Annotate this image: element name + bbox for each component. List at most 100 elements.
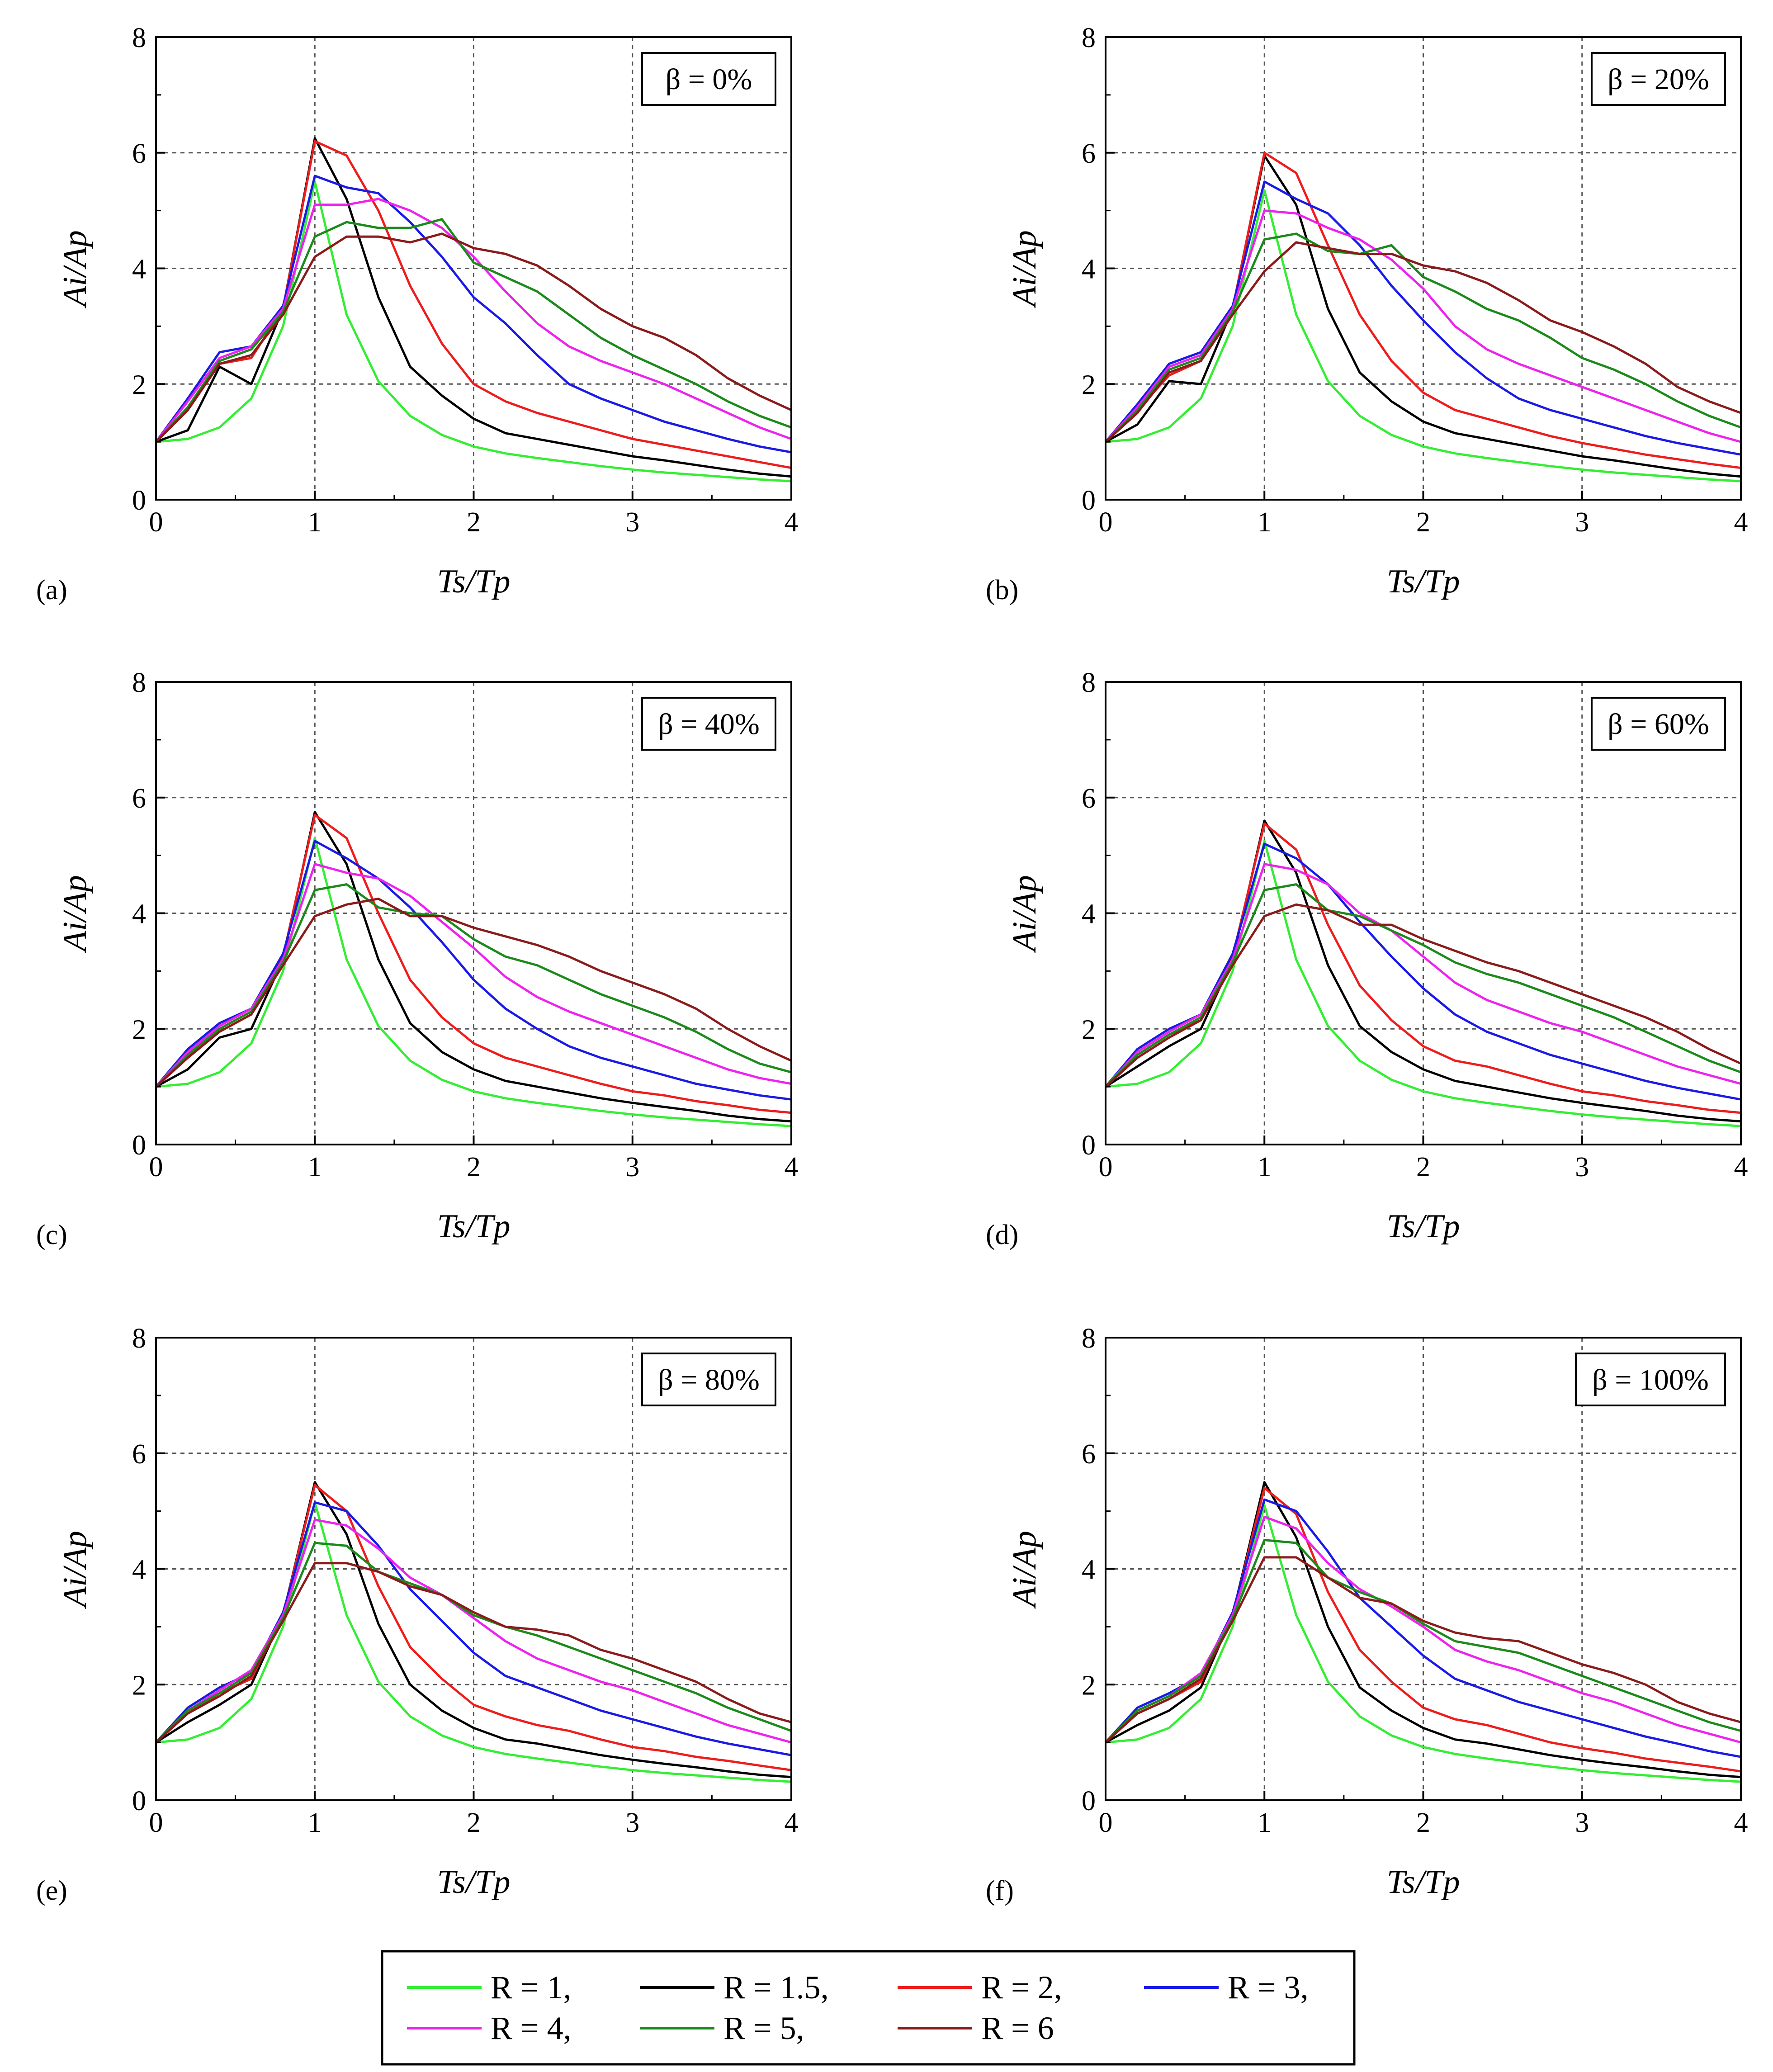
x-tick-label: 2 [1416,507,1430,538]
y-tick-label: 0 [1082,1130,1096,1161]
x-tick-label: 2 [467,1152,481,1183]
y-tick-label: 8 [1082,23,1096,53]
series-line [1105,842,1741,1101]
series-line [155,811,792,1123]
series-line [1105,1498,1741,1758]
y-tick-label: 2 [1082,369,1096,400]
legend-label: R = 1.5, [723,1969,829,2006]
x-axis-label: Ts/Tp [437,1208,511,1245]
x-tick-label: 2 [467,1807,481,1838]
x-tick-label: 1 [308,1807,322,1838]
legend: R = 1, R = 1.5, R = 2, R = 3, R = 4, R = 5, R … [381,1950,1356,2066]
y-tick-label: 6 [1082,138,1096,169]
chart-panel: 0 1 2 3 4 0 2 4 6 8 Ts/Tp Ai/Ap (c) β = 40% [36,667,799,1250]
chart-panel: 0 1 2 3 4 0 2 4 6 8 Ts/Tp Ai/Ap (e) β = 80% [36,1323,799,1906]
series-line [1105,241,1741,443]
y-tick-label: 0 [1082,1786,1096,1817]
series-line [1105,1504,1741,1783]
x-tick-label: 4 [785,1152,799,1183]
y-tick-label: 6 [1082,783,1096,814]
x-tick-label: 2 [467,507,481,538]
beta-box [1591,52,1726,106]
series-line [1105,903,1742,1088]
y-tick-label: 8 [132,23,146,53]
x-tick-label: 2 [1416,1807,1430,1838]
series-line [156,1501,792,1783]
panel-label: (d) [986,1220,1018,1250]
panel-label: (e) [36,1875,67,1906]
y-tick-label: 0 [1082,485,1096,516]
series-line [155,898,792,1088]
y-tick-label: 8 [132,1323,146,1354]
y-tick-label: 6 [132,783,146,814]
series-line [1105,883,1741,1088]
y-tick-label: 0 [132,485,146,516]
x-axis-label: Ts/Tp [437,1864,511,1901]
x-tick-label: 4 [785,507,799,538]
y-tick-label: 8 [132,667,146,698]
y-tick-label: 4 [132,1555,146,1585]
y-tick-label: 6 [132,1439,146,1470]
series-line [155,863,792,1088]
series-line [1105,189,1741,483]
x-tick-label: 0 [149,1152,163,1183]
x-tick-label: 3 [625,1152,639,1183]
legend-label: R = 3, [1228,1969,1309,2006]
x-tick-label: 3 [625,1807,639,1838]
beta-label: β = 60% [1608,708,1709,741]
legend-label: R = 4, [491,2010,572,2046]
y-axis-label: Ai/Ap [1006,875,1043,954]
beta-box [641,697,776,751]
series-line [155,1542,792,1743]
series-line [156,180,792,483]
y-axis-label: Ai/Ap [57,1531,94,1609]
x-tick-label: 1 [1258,1807,1272,1838]
y-tick-label: 4 [1082,899,1096,930]
y-tick-label: 6 [132,138,146,169]
x-tick-label: 0 [1099,507,1113,538]
chart-panel: 0 1 2 3 4 0 2 4 6 8 Ts/Tp Ai/Ap (a) β = 0% [36,23,799,606]
y-tick-label: 8 [1082,667,1096,698]
y-tick-label: 4 [132,899,146,930]
legend-label: R = 1, [491,1969,572,2006]
x-tick-label: 0 [1099,1807,1113,1838]
y-tick-label: 0 [132,1786,146,1817]
x-tick-label: 0 [149,507,163,538]
series-line [1105,1556,1741,1743]
series-line [1105,1481,1741,1779]
series-line [1105,819,1741,1123]
beta-box [1575,1353,1726,1406]
beta-label: β = 100% [1592,1363,1709,1396]
x-tick-label: 1 [1258,1152,1272,1183]
series-line [1105,232,1741,443]
x-axis-label: Ts/Tp [1387,1864,1460,1901]
series-line [155,232,792,443]
beta-label: β = 0% [666,63,752,96]
panel-label: (a) [36,575,67,606]
series-line [155,1562,792,1743]
x-tick-label: 0 [149,1807,163,1838]
x-axis-label: Ts/Tp [1387,1208,1460,1245]
x-axis-label: Ts/Tp [437,563,511,600]
y-tick-label: 2 [132,1670,146,1701]
y-tick-label: 0 [132,1130,146,1161]
beta-box [641,1353,776,1406]
beta-label: β = 20% [1608,63,1709,96]
legend-label: R = 2, [981,1969,1062,2006]
series-line [155,883,792,1088]
y-tick-label: 4 [132,254,146,285]
y-axis-label: Ai/Ap [1006,230,1043,309]
y-tick-label: 8 [1082,1323,1096,1354]
x-tick-label: 3 [625,507,639,538]
x-tick-label: 4 [1734,1152,1748,1183]
panel-label: (c) [36,1220,67,1250]
x-tick-label: 4 [785,1807,799,1838]
y-tick-label: 4 [1082,254,1096,285]
series-line [1105,863,1741,1088]
y-tick-label: 6 [1082,1439,1096,1470]
y-tick-label: 2 [1082,1014,1096,1045]
y-axis-label: Ai/Ap [57,230,94,309]
panel-label: (f) [986,1875,1014,1906]
legend-label: R = 5, [723,2010,804,2046]
